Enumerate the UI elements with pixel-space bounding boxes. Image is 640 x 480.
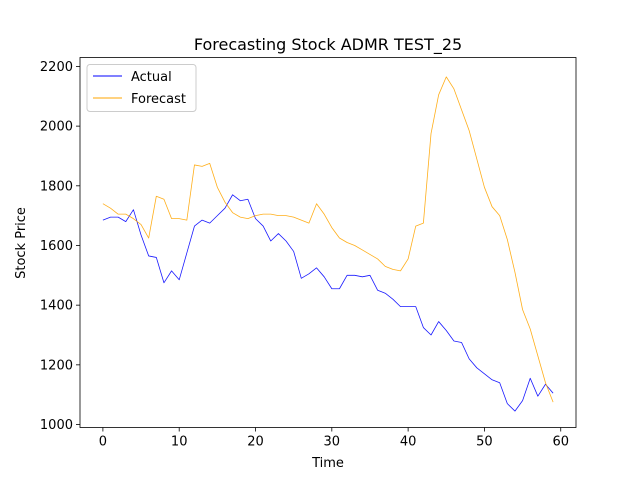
y-tick-label: 1800 xyxy=(40,179,73,194)
y-axis-label: Stock Price xyxy=(14,207,29,279)
series-line-forecast xyxy=(102,76,554,403)
legend-label-forecast: Forecast xyxy=(131,92,186,107)
y-tick-label: 1000 xyxy=(40,418,73,433)
x-tick-label: 10 xyxy=(171,435,188,450)
x-axis-ticks: 0 10 20 30 40 50 60 xyxy=(99,427,569,450)
y-axis-ticks: 1000 1200 1400 1600 1800 2000 2200 xyxy=(40,60,80,433)
x-tick-label: 0 xyxy=(99,435,107,450)
legend-label-actual: Actual xyxy=(131,70,172,85)
x-tick-label: 30 xyxy=(324,435,341,450)
series-layer xyxy=(102,76,554,412)
series-line-actual xyxy=(102,194,554,412)
x-tick-label: 50 xyxy=(476,435,493,450)
x-axis-label: Time xyxy=(311,456,344,471)
y-tick-label: 1200 xyxy=(40,358,73,373)
y-tick-label: 2200 xyxy=(40,60,73,75)
x-tick-label: 20 xyxy=(247,435,264,450)
plot-frame xyxy=(79,57,577,428)
y-tick-label: 1600 xyxy=(40,239,73,254)
legend: Actual Forecast xyxy=(86,64,197,112)
chart-title: Forecasting Stock ADMR TEST_25 xyxy=(194,35,462,55)
y-tick-label: 1400 xyxy=(40,299,73,314)
x-tick-label: 40 xyxy=(400,435,417,450)
y-tick-label: 2000 xyxy=(40,120,73,135)
x-tick-label: 60 xyxy=(552,435,569,450)
